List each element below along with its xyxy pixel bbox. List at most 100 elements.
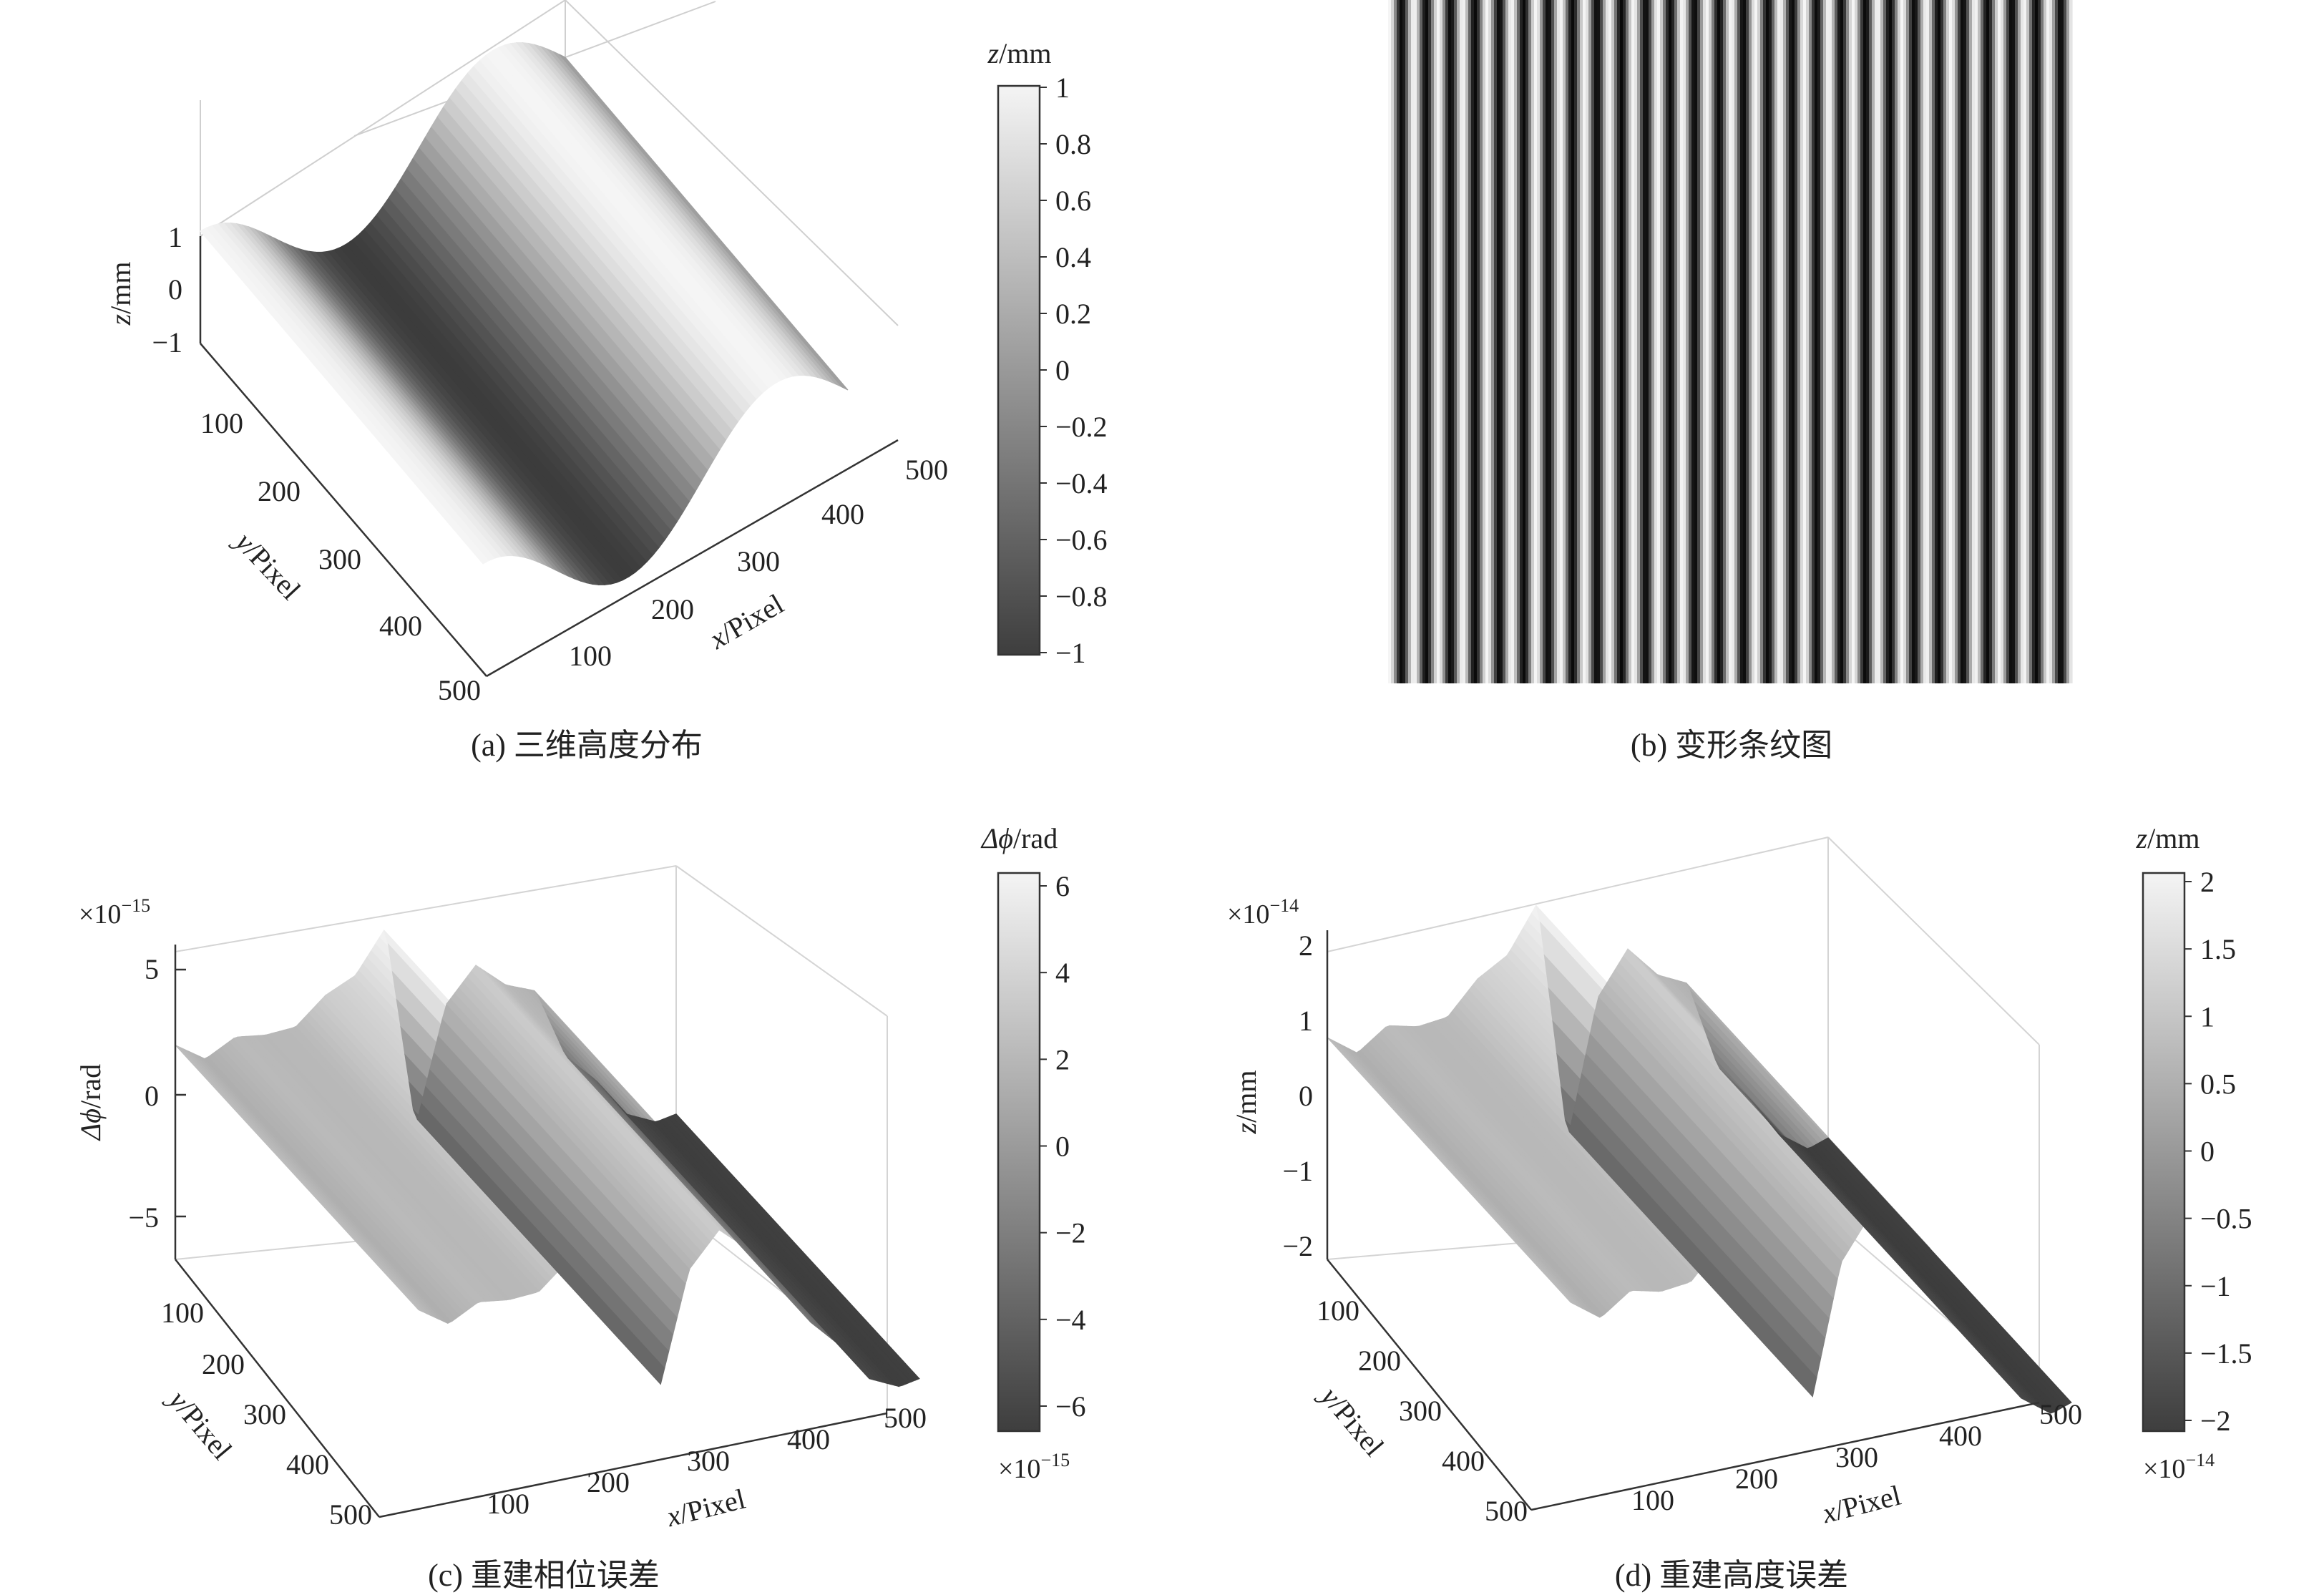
fringe-strip [1840,0,1844,683]
fringe-strip [1895,0,1898,683]
fringe-strip [1754,0,1758,683]
fringe-strip [1434,0,1437,683]
tick-label: 200 [651,593,694,625]
fringe-strip [1883,0,1887,683]
fringe-strip [2038,0,2041,683]
fringe-strip [1451,0,1455,683]
fringe-strip [1534,0,1538,683]
fringe-strip [1548,0,1552,683]
fringe-strip [1597,0,1601,683]
fringe-strip [1952,0,1956,683]
fringe-strip [1752,0,1755,683]
fringe-strip [1837,0,1841,683]
fringe-strip [1388,0,1392,683]
colorbar-tick-label: −2 [1055,1217,1086,1249]
fringe-strip [1683,0,1686,683]
fringe-strip [1812,0,1815,683]
fringe-strip [1674,0,1678,683]
fringe-strip [1525,0,1529,683]
fringe-strip [1445,0,1449,683]
panel-d-z-label: z/mm [1230,1070,1262,1135]
fringe-strip [1815,0,1818,683]
colorbar-tick-label: −0.2 [1055,411,1108,443]
fringe-strip [1729,0,1732,683]
tick-label: 0 [168,273,182,306]
fringe-strip [1505,0,1509,683]
tick-label: 100 [161,1297,204,1329]
panel-c-x-ticks: 100 200 300 400 500 [487,1402,927,1520]
fringe-strip [1920,0,1924,683]
panel-c-multiplier: ×10−15 [79,895,150,930]
fringe-strip [1646,0,1649,683]
fringe-strip [1448,0,1452,683]
fringe-strip [1783,0,1787,683]
panel-d-colorbar: z/mm 2 1.5 1 0.5 0 −0.5 −1 −1.5 −2 ×10−14 [2136,822,2252,1484]
colorbar-tick-label: −2 [2200,1405,2231,1437]
panel-c-axis-lines [174,945,888,1518]
fringe-strip [1926,0,1930,683]
colorbar-tick-label: −0.5 [2200,1203,2252,1235]
fringe-strip [1680,0,1684,683]
fringe-strip [1494,0,1498,683]
panel-d: ×10−14 2 1 0 −1 −2 z/mm 100 200 300 400 … [1227,822,2252,1529]
fringe-strip [1929,0,1933,683]
fringe-strip [1800,0,1804,683]
fringe-strip [1663,0,1666,683]
surface-band [1810,1144,2060,1413]
tick-label: 2 [1299,930,1313,962]
tick-label: 300 [687,1445,730,1477]
panel-a-y-ticks: 100 200 300 400 500 [200,407,481,706]
fringe-strip [1909,0,1913,683]
fringe-strip [1465,0,1469,683]
fringe-strip [1551,0,1555,683]
fringe-strip [1760,0,1764,683]
fringe-strip [1514,0,1518,683]
fringe-strip [1903,0,1907,683]
fringe-strip [1817,0,1821,683]
fringe-strip [2049,0,2053,683]
fringe-strip [1600,0,1603,683]
panel-a: 1 0 −1 z/mm 100 200 300 400 500 y/Pixel … [104,0,1108,706]
fringe-strip [1995,0,1998,683]
tick-label: 300 [318,543,361,575]
fringe-strip [1537,0,1541,683]
fringe-strip [1654,0,1658,683]
colorbar-label: z/mm [2136,822,2200,854]
tick-label: 100 [1631,1484,1674,1516]
colorbar-multiplier: ×10−15 [998,1450,1070,1484]
fringe-strip [1763,0,1767,683]
fringe-strip [1978,0,1981,683]
colorbar-tick-label: 0.2 [1055,298,1091,330]
surface-band [1815,1141,2064,1410]
colorbar-tick-label: 0 [1055,354,1070,386]
fringe-strip [1391,0,1395,683]
fringe-strip [1700,0,1704,683]
fringe-strip [1651,0,1655,683]
fringe-strip [1906,0,1910,683]
fringe-strip [2055,0,2059,683]
panel-c-surface [175,930,920,1387]
colorbar-tick-label: −1.5 [2200,1337,2252,1370]
tick-label: 200 [202,1348,245,1380]
fringe-strip [1528,0,1532,683]
fringe-strip [1614,0,1618,683]
fringe-strip [1972,0,1976,683]
panel-d-multiplier: ×10−14 [1227,895,1299,930]
fringe-strip [1402,0,1406,683]
fringe-strip [1792,0,1795,683]
colorbar-tick-label: 1 [1055,72,1070,104]
fringe-strip [2032,0,2036,683]
colorbar-tick-label: −4 [1055,1304,1086,1336]
tick-label: 400 [379,610,422,642]
fringe-strip [1712,0,1715,683]
tick-label: 400 [1442,1445,1485,1477]
tick-label: 400 [787,1423,830,1455]
colorbar-tick-label: −0.6 [1055,524,1108,556]
colorbar-tick-label: −1 [1055,637,1086,669]
panel-c-x-label: x/Pixel [663,1483,748,1533]
fringe-strip [1471,0,1475,683]
fringe-strip [1720,0,1724,683]
fringe-strip [1866,0,1870,683]
fringe-strip [1629,0,1632,683]
